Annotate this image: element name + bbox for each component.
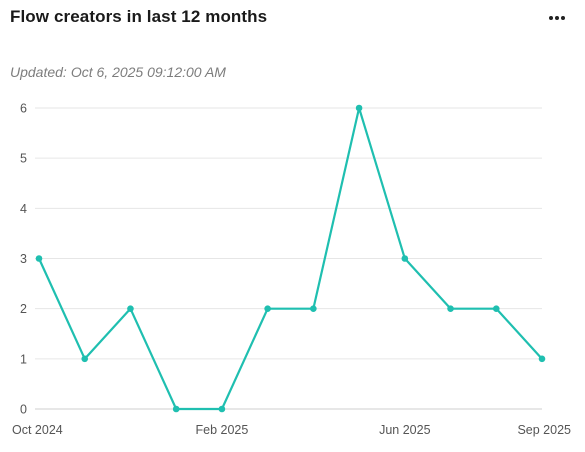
- y-tick-label: 6: [20, 102, 27, 116]
- x-tick-label: Jun 2025: [379, 423, 430, 437]
- y-tick-label: 2: [20, 302, 27, 316]
- data-point[interactable]: [310, 305, 317, 312]
- data-point[interactable]: [401, 255, 409, 262]
- data-point[interactable]: [218, 405, 226, 413]
- data-point[interactable]: [172, 405, 180, 413]
- x-axis-tick-labels: Oct 2024 Feb 2025 Jun 2025 Sep 2025: [12, 423, 571, 437]
- y-tick-label: 3: [20, 252, 27, 266]
- y-tick-label: 5: [20, 152, 27, 166]
- data-point[interactable]: [264, 305, 271, 312]
- series-line: [37, 106, 544, 411]
- more-options-button[interactable]: [543, 6, 571, 30]
- updated-label: Updated:: [10, 64, 67, 80]
- updated-timestamp: Updated: Oct 6, 2025 09:12:00 AM: [10, 64, 226, 80]
- y-tick-label: 4: [20, 202, 27, 216]
- series-layer: [35, 104, 546, 413]
- x-tick-label: Sep 2025: [517, 423, 571, 437]
- updated-value: Oct 6, 2025 09:12:00 AM: [70, 64, 226, 80]
- x-tick-label: Oct 2024: [12, 423, 63, 437]
- data-point[interactable]: [127, 305, 134, 312]
- data-point[interactable]: [447, 305, 454, 312]
- y-axis-tick-labels: 0 1 2 3 4 5 6: [20, 102, 27, 417]
- data-point[interactable]: [35, 255, 43, 262]
- y-tick-label: 0: [20, 403, 27, 417]
- data-point[interactable]: [355, 104, 363, 112]
- data-point[interactable]: [538, 355, 546, 363]
- y-tick-label: 1: [20, 352, 27, 366]
- data-point[interactable]: [81, 355, 89, 363]
- data-point[interactable]: [492, 305, 500, 312]
- more-horizontal-icon: [549, 16, 565, 20]
- grid-lines: [35, 107, 542, 410]
- x-tick-label: Feb 2025: [195, 423, 248, 437]
- chart-title: Flow creators in last 12 months: [10, 7, 268, 26]
